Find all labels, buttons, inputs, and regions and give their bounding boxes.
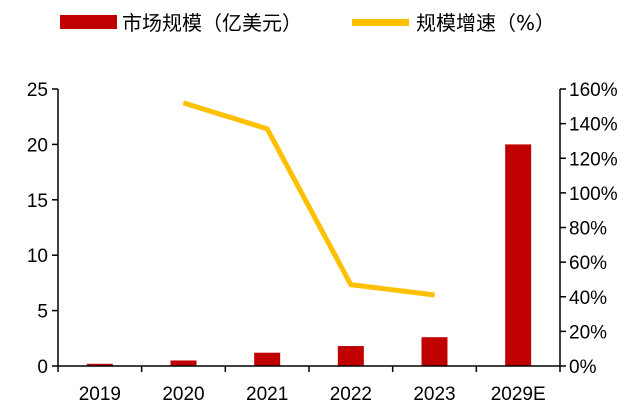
x-tick-label-2021: 2021 xyxy=(246,384,288,405)
bar-series xyxy=(86,144,532,366)
bar-2029E xyxy=(505,144,532,366)
left-tick-label-20: 20 xyxy=(27,135,48,156)
legend-label-market-size: 市场规模（亿美元） xyxy=(122,11,302,35)
legend-label-growth-rate: 规模增速（%） xyxy=(416,11,555,35)
line-series xyxy=(182,100,435,298)
left-tick-label-0: 0 xyxy=(37,357,48,378)
growth-rate-point-2020 xyxy=(183,102,184,104)
x-tick-label-2020: 2020 xyxy=(162,384,204,405)
x-tick-label-2022: 2022 xyxy=(330,384,372,405)
right-tick-label-120%: 120% xyxy=(569,149,618,170)
x-tick-label-2023: 2023 xyxy=(413,384,455,405)
bar-2019 xyxy=(86,363,113,366)
x-tick-label-2029E: 2029E xyxy=(491,384,546,405)
bar-2022 xyxy=(337,346,364,366)
growth-rate-point-2023 xyxy=(434,294,435,296)
legend-swatch-market-size xyxy=(60,15,117,29)
right-tick-label-160%: 160% xyxy=(569,80,618,101)
axes: 2019 2020 2021 2022 2023 2029E 0 5 10 15 20 25 0% 20%… xyxy=(27,80,618,405)
right-tick-label-60%: 60% xyxy=(569,253,607,274)
left-tick-label-5: 5 xyxy=(37,302,48,323)
right-tick-label-0%: 0% xyxy=(569,357,597,378)
growth-rate-line xyxy=(182,100,435,298)
legend-swatch-growth-rate xyxy=(352,19,409,26)
x-tick-label-2019: 2019 xyxy=(79,384,121,405)
bar-2020 xyxy=(170,360,197,366)
left-tick-label-25: 25 xyxy=(27,80,48,101)
right-tick-label-20%: 20% xyxy=(569,322,607,343)
left-tick-label-10: 10 xyxy=(27,246,48,267)
legend: 市场规模（亿美元） 规模增速（%） xyxy=(60,11,555,35)
growth-rate-point-2021 xyxy=(266,128,268,130)
right-tick-label-140%: 140% xyxy=(569,115,618,136)
bar-2023 xyxy=(421,337,448,366)
right-tick-label-80%: 80% xyxy=(569,219,607,240)
right-tick-label-40%: 40% xyxy=(569,288,607,309)
growth-rate-point-2022 xyxy=(350,284,352,286)
right-tick-label-100%: 100% xyxy=(569,184,618,205)
left-tick-label-15: 15 xyxy=(27,191,48,212)
bar-2021 xyxy=(254,352,281,366)
